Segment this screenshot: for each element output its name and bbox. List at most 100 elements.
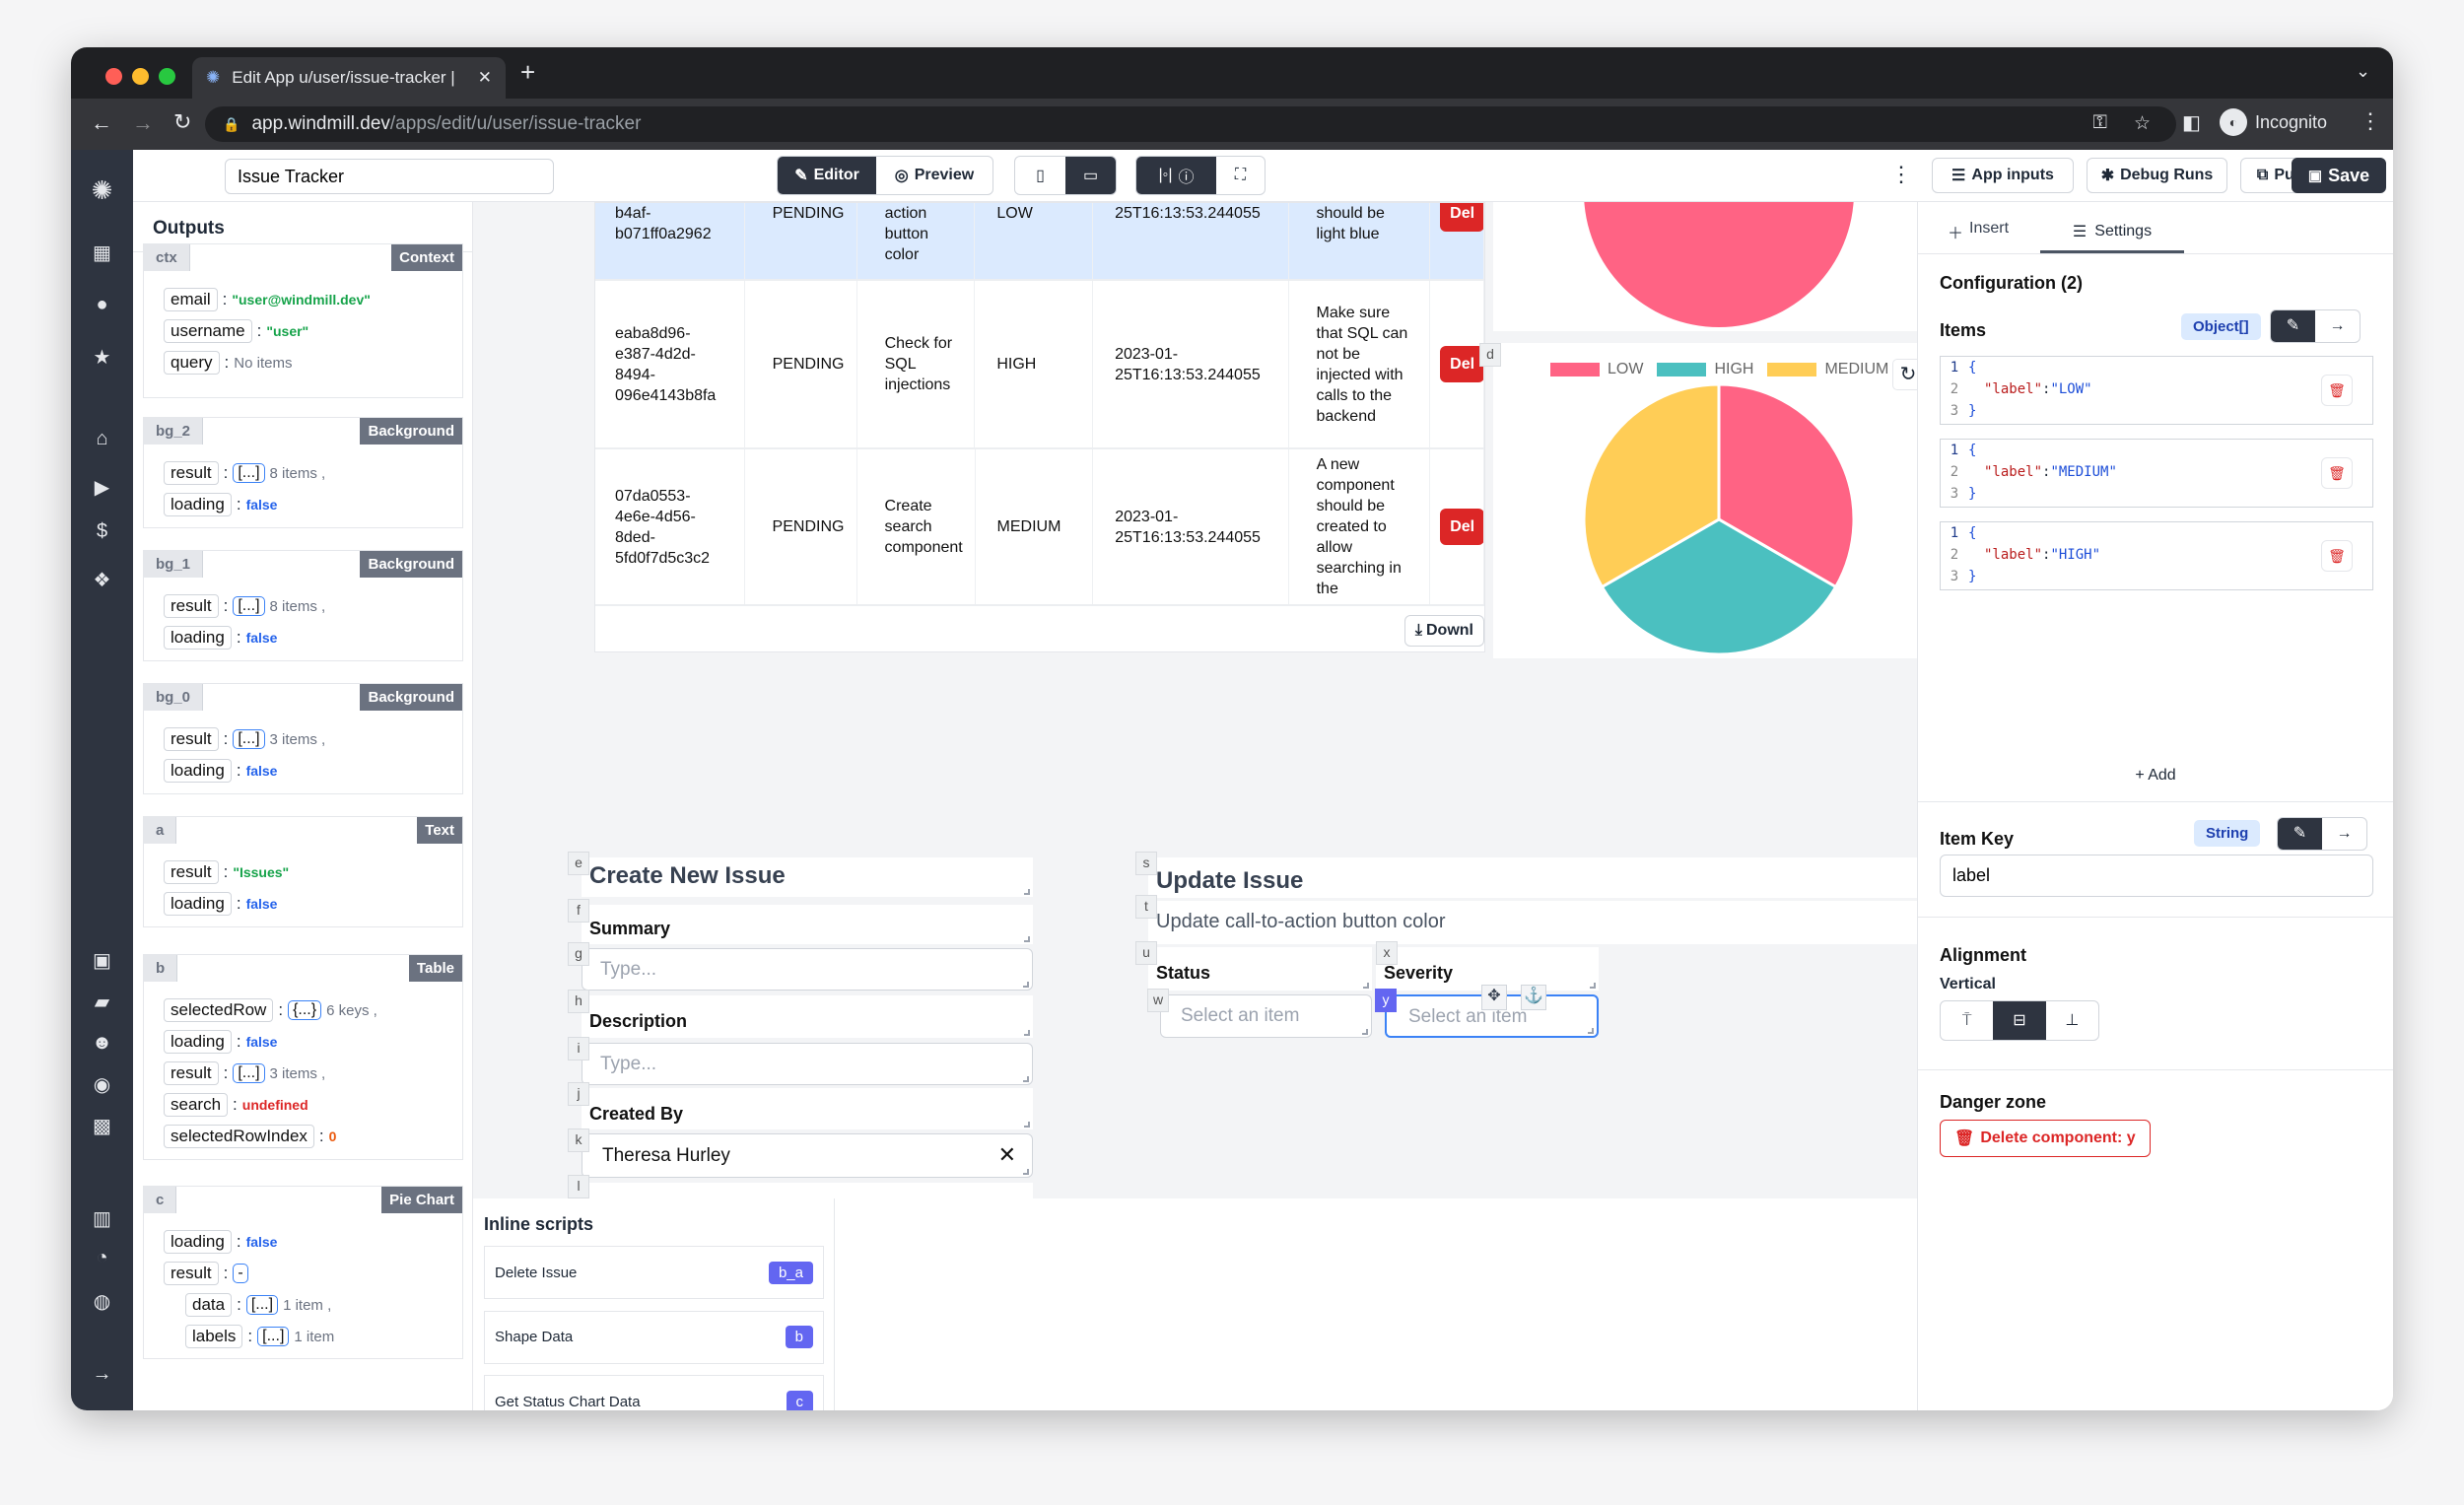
forward-icon[interactable]: → [132, 110, 154, 135]
reload-icon[interactable]: ↻ [173, 109, 192, 134]
component-id[interactable]: ctx [144, 244, 190, 271]
output-key[interactable]: loading [164, 1030, 232, 1054]
new-tab-button[interactable]: + [520, 57, 536, 87]
output-key[interactable]: labels [185, 1325, 243, 1348]
component-id[interactable]: b [144, 955, 178, 982]
component-tag[interactable]: h [568, 990, 589, 1013]
component-tag[interactable]: g [568, 942, 589, 966]
book-icon[interactable]: ▥ [93, 1208, 111, 1230]
item-code-editor[interactable]: 1{2 "label": "HIGH" 3} 🗑 [1940, 521, 2373, 590]
table-row[interactable]: 07da0553- 4e6e-4d56- 8ded- 5fd0f7d5c3c2 P… [595, 449, 1484, 606]
minimize-window-button[interactable] [132, 68, 149, 85]
output-key[interactable]: result [164, 594, 219, 618]
output-key[interactable]: search [164, 1093, 229, 1117]
debug-runs-button[interactable]: ✱ Debug Runs [2087, 158, 2227, 193]
play-icon[interactable]: ▶ [94, 477, 110, 499]
component-tag[interactable]: k [568, 1129, 589, 1152]
home-icon[interactable]: ⌂ [96, 428, 108, 449]
delete-item-button[interactable]: 🗑 [2321, 375, 2353, 406]
expand-value-button[interactable]: [...] [233, 1063, 265, 1083]
summary-input[interactable]: Type... [582, 948, 1033, 991]
output-key[interactable]: username [164, 319, 252, 343]
github-icon[interactable]: ◍ [93, 1291, 111, 1313]
description-input[interactable]: Type... [582, 1043, 1033, 1085]
browser-tab[interactable]: ✺ Edit App u/user/issue-tracker | ✕ [192, 57, 506, 99]
editor-mode-button[interactable]: ✎ Editor [778, 157, 876, 194]
component-tag[interactable]: y [1375, 989, 1397, 1012]
legend-item[interactable]: LOW [1550, 361, 1643, 378]
incognito-profile-button[interactable]: ◐ Incognito [2220, 108, 2327, 136]
more-options-icon[interactable]: ⋮ [1890, 162, 1912, 186]
star-icon[interactable]: ★ [93, 347, 111, 369]
mobile-view-button[interactable]: ▯ [1015, 157, 1065, 194]
component-id[interactable]: bg_1 [144, 551, 204, 578]
bookmark-star-icon[interactable]: ☆ [2133, 113, 2151, 134]
output-key[interactable]: selectedRowIndex [164, 1125, 314, 1148]
output-key[interactable]: loading [164, 493, 232, 516]
component-tag[interactable]: x [1376, 941, 1398, 965]
component-id[interactable]: bg_0 [144, 684, 204, 711]
output-key[interactable]: result [164, 1262, 219, 1285]
pie-slice-high[interactable] [1600, 517, 1838, 656]
component-tag[interactable]: i [568, 1037, 589, 1060]
delete-component-button[interactable]: 🗑 Delete component: y [1940, 1120, 2151, 1157]
static-mode-button[interactable]: ✎ [2278, 818, 2322, 850]
calculator-icon[interactable]: ▦ [93, 242, 111, 264]
settings-tab[interactable]: ☰ Settings [2040, 212, 2184, 253]
component-tag[interactable]: j [568, 1082, 589, 1106]
app-inputs-button[interactable]: ☰ App inputs [1932, 158, 2074, 193]
component-tag[interactable]: e [568, 852, 589, 875]
back-icon[interactable]: ← [91, 110, 112, 135]
save-button[interactable]: ▣ Save [2292, 158, 2386, 193]
connect-mode-button[interactable]: → [2322, 818, 2366, 850]
output-key[interactable]: loading [164, 892, 232, 916]
output-key[interactable]: selectedRow [164, 998, 274, 1022]
insert-tab[interactable]: ＋ Insert [1942, 212, 2015, 251]
output-key[interactable]: result [164, 727, 219, 751]
component-tag[interactable]: s [1135, 852, 1157, 875]
component-tag[interactable]: l [568, 1175, 589, 1198]
expand-value-button[interactable]: [...] [233, 596, 265, 616]
output-key[interactable]: result [164, 1061, 219, 1085]
component-tag[interactable]: t [1135, 895, 1157, 919]
eye-icon[interactable]: ◉ [93, 1074, 111, 1096]
item-key-input[interactable] [1940, 855, 2373, 897]
created-by-select[interactable]: Theresa Hurley ✕ [582, 1133, 1033, 1178]
item-code-editor[interactable]: 1{2 "label": "MEDIUM" 3} 🗑 [1940, 439, 2373, 508]
move-handle-icon[interactable]: ✥ [1481, 985, 1507, 1010]
discord-icon[interactable]: ◔ [96, 1247, 108, 1268]
user-icon[interactable]: ● [96, 294, 108, 315]
component-id[interactable]: bg_2 [144, 418, 204, 445]
users-icon[interactable]: ☻ [91, 1032, 113, 1054]
key-icon[interactable]: ⚿ [2092, 112, 2107, 133]
anchor-icon[interactable]: ⚓ [1521, 985, 1546, 1010]
tab-search-chevron-icon[interactable]: ⌄ [2356, 61, 2371, 81]
close-tab-icon[interactable]: ✕ [477, 68, 492, 87]
connect-mode-button[interactable]: → [2315, 310, 2360, 342]
legend-item[interactable]: HIGH [1657, 361, 1753, 378]
delete-row-button[interactable]: Del [1440, 509, 1484, 545]
calendar-icon[interactable]: ▣ [93, 950, 111, 972]
component-tag[interactable]: d [1479, 343, 1501, 367]
width-mode-button[interactable]: |◦| ⓘ [1136, 157, 1216, 194]
static-mode-button[interactable]: ✎ [2271, 310, 2315, 342]
inline-script-item[interactable]: Get Status Chart Data c [484, 1375, 824, 1410]
table-row[interactable]: eaba8d96- e387-4d2d- 8494- 096e4143b8fa P… [595, 281, 1484, 449]
windmill-logo-icon[interactable]: ✺ [91, 175, 113, 205]
expand-value-button[interactable]: - [233, 1264, 248, 1283]
expand-value-button[interactable]: [...] [233, 463, 265, 483]
align-center-button[interactable]: ⊟ [1993, 1001, 2046, 1040]
output-key[interactable]: query [164, 351, 220, 375]
component-id[interactable]: c [144, 1187, 177, 1213]
cubes-icon[interactable]: ❖ [93, 570, 111, 591]
download-button[interactable]: ⤓ Downl [1403, 615, 1484, 647]
bot-icon[interactable]: ▩ [93, 1116, 111, 1137]
align-top-button[interactable]: ⍑ [1941, 1001, 1993, 1040]
add-item-button[interactable]: + Add [2135, 767, 2176, 784]
expand-value-button[interactable]: [...] [245, 1295, 279, 1315]
component-tag[interactable]: u [1135, 941, 1157, 965]
pie-slice[interactable] [1584, 202, 1854, 327]
status-select[interactable]: Select an item [1160, 994, 1372, 1038]
output-key[interactable]: email [164, 288, 218, 311]
table-row[interactable]: b4af- b071ff0a2962 PENDING action button c… [595, 203, 1484, 281]
